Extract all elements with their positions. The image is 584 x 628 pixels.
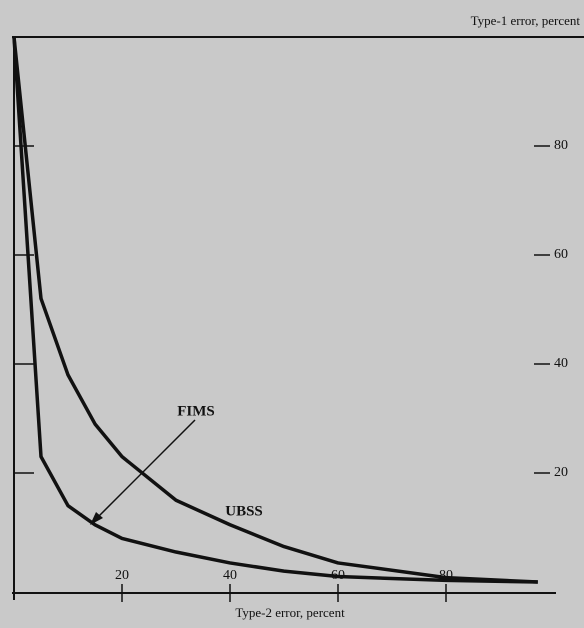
y-tick-label: 80 — [554, 138, 568, 153]
x-axis-label: Type-2 error, percent — [235, 605, 345, 620]
y-tick-label: 40 — [554, 356, 568, 371]
series-label: UBSS — [225, 503, 263, 519]
annotation-arrow — [93, 419, 196, 522]
series-label: FIMS — [177, 403, 215, 419]
x-tick-label: 40 — [223, 568, 237, 583]
series-line — [12, 36, 538, 584]
y-tick-label: 60 — [554, 247, 568, 262]
y-tick-label: 20 — [554, 465, 568, 480]
x-tick-label: 20 — [115, 568, 129, 583]
y-axis-label: Type-1 error, percent — [471, 13, 581, 28]
series-line — [12, 36, 538, 584]
